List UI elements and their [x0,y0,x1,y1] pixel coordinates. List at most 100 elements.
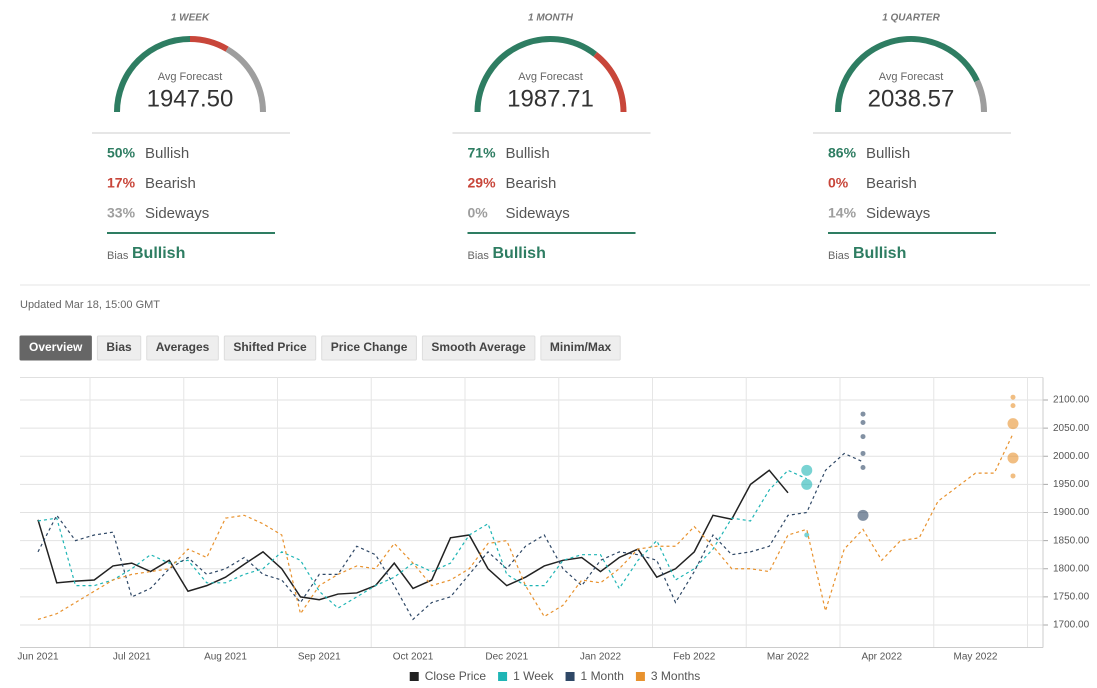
tab-label[interactable]: Smooth Average [431,340,526,354]
forecast-dot [860,411,866,417]
avg-label: Avg Forecast [158,71,223,83]
forecast-dot [860,434,866,440]
x-tick-label: Jun 2021 [17,652,59,663]
tab[interactable]: Shifted Price [223,335,317,361]
forecast-dot [860,450,866,456]
y-tick-label: 1700.00 [1053,620,1090,631]
forecast-dot [857,509,869,521]
series-line [37,452,864,621]
x-tick-label: Sep 2021 [298,652,341,663]
tab[interactable]: Price Change [321,335,417,361]
y-tick-label: 2000.00 [1053,451,1090,462]
forecast-dot [860,420,866,425]
gauge-arc [593,51,627,113]
y-tick-label: 1900.00 [1053,507,1090,518]
legend-swatch [498,672,508,681]
y-tick-label: 1750.00 [1053,592,1090,603]
bias-value: Bullish [493,245,546,262]
pct: 86% [828,145,857,161]
gauge-title: 1 MONTH [528,13,574,24]
legend-swatch [409,672,419,681]
bias-value: Bullish [853,245,906,262]
avg-label: Avg Forecast [879,71,944,83]
series-line [37,433,1014,620]
tab-bg[interactable] [421,335,536,361]
sentiment-name: Bullish [506,145,550,162]
pct: 71% [468,145,497,161]
series-line [37,469,789,601]
pct: 29% [468,175,497,191]
gauge-arc [835,36,980,113]
tab-label[interactable]: Price Change [331,340,408,354]
avg-value: 2038.57 [868,85,955,112]
tab-label[interactable]: Bias [106,340,132,354]
x-tick-label: May 2022 [954,652,998,663]
forecast-dot [1010,473,1016,479]
tab-bg[interactable] [321,335,417,361]
gauge-arc [474,36,598,113]
gauge-arc [189,36,229,52]
tab[interactable]: Overview [19,335,92,361]
legend-label: 1 Week [513,669,554,683]
forecast-dot [860,465,866,470]
forecast-dot [801,464,813,476]
y-tick-label: 1950.00 [1053,479,1090,490]
series-line [37,469,807,609]
tab[interactable]: Smooth Average [421,335,536,361]
y-tick-label: 2100.00 [1053,395,1090,406]
tab-label[interactable]: Shifted Price [233,340,307,354]
gauge-title: 1 QUARTER [882,13,940,24]
legend-swatch [635,672,645,681]
tab-bg[interactable] [96,335,142,361]
tab-bg[interactable] [223,335,317,361]
sentiment-name: Bearish [145,175,196,192]
tab-bg[interactable] [146,335,219,361]
avg-value: 1987.71 [507,85,594,112]
x-tick-label: Aug 2021 [204,652,247,663]
x-tick-label: Oct 2021 [393,652,434,663]
updated-text: Updated Mar 18, 15:00 GMT [20,299,160,311]
tab-bg[interactable] [19,335,92,361]
tab-bg[interactable] [540,335,621,361]
sentiment-name: Bearish [866,175,917,192]
legend: Close Price 1 Week 1 Month 3 Months [409,669,700,683]
legend-label: 3 Months [651,669,700,683]
forecast-dot [1007,418,1019,430]
sentiment-name: Bearish [506,175,557,192]
tab[interactable]: Minim/Max [540,335,621,361]
bias-value: Bullish [132,245,185,262]
bias-label: Bias [107,250,129,262]
avg-value: 1947.50 [147,85,234,112]
x-tick-label: Jul 2021 [113,652,151,663]
y-tick-label: 1850.00 [1053,535,1090,546]
y-tick-label: 2050.00 [1053,423,1090,434]
sentiment-name: Sideways [866,205,930,222]
avg-label: Avg Forecast [518,71,583,83]
x-tick-label: Mar 2022 [767,652,810,663]
bias-label: Bias [828,250,850,262]
tab[interactable]: Bias [96,335,142,361]
sentiment-name: Sideways [145,205,209,222]
legend-label: Close Price [425,669,487,683]
legend-swatch [565,672,575,681]
forecast-dot [1007,452,1019,464]
gauge-title: 1 WEEK [171,13,210,24]
forecast-dot [1010,394,1016,400]
gauge-arc [114,36,191,113]
tab[interactable]: Averages [146,335,219,361]
x-tick-label: Dec 2021 [485,652,528,663]
pct: 0% [828,175,849,191]
pct: 0% [468,205,489,221]
sentiment-name: Sideways [506,205,570,222]
x-tick-label: Apr 2022 [861,652,902,663]
pct: 33% [107,205,136,221]
x-tick-label: Jan 2022 [580,652,622,663]
x-tick-label: Feb 2022 [673,652,716,663]
sentiment-name: Bullish [145,145,189,162]
sentiment-name: Bullish [866,145,910,162]
tab-label[interactable]: Averages [156,340,210,354]
pct: 50% [107,145,136,161]
tab-label[interactable]: Minim/Max [550,340,612,354]
tab-label[interactable]: Overview [29,340,83,354]
